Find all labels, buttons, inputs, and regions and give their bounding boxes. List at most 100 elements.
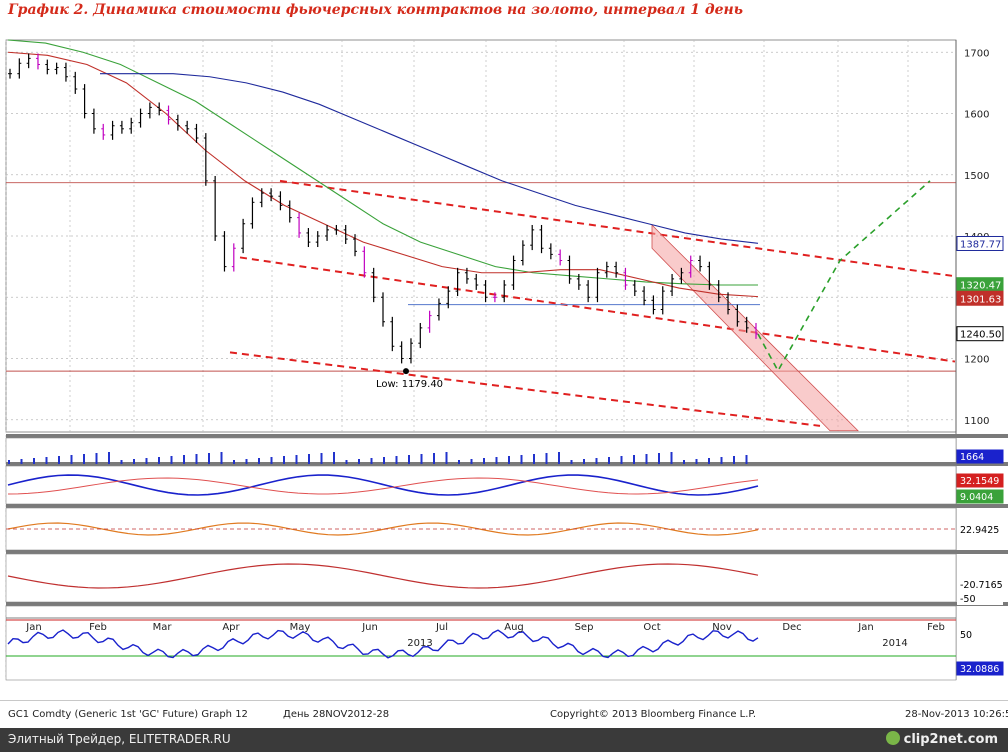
channel-line: [229, 351, 821, 427]
volume-bar: [508, 456, 510, 464]
volume-bar: [45, 457, 48, 464]
volume-bar: [283, 456, 285, 464]
footer-instrument: GC1 Comdty (Generic 1st 'GC' Future) Gra…: [8, 709, 248, 720]
chart-title: График 2. Динамика стоимости фьючерсных …: [8, 2, 743, 18]
volume-bar: [670, 452, 673, 464]
indicator-tag-value: 22.9425: [960, 525, 999, 536]
y-tick-label: 1500: [964, 171, 989, 182]
footer: GC1 Comdty (Generic 1st 'GC' Future) Gra…: [0, 700, 1008, 728]
price-tags: 1387.77 1320.47 1301.63 1240.50: [956, 235, 1004, 342]
volume-bar: [483, 458, 485, 464]
volume-bar: [245, 459, 248, 464]
indicator-tag-value: -20.7165: [960, 580, 1003, 591]
price-tag-box: [956, 326, 1004, 342]
site-label: Элитный Трейдер, ELITETRADER.RU: [8, 732, 231, 746]
indicator-tag-value: 32.1549: [960, 476, 999, 487]
volume-bar: [295, 455, 298, 464]
horizontal-grid: [6, 51, 956, 421]
price-tag-value: 1387.77: [960, 239, 1001, 250]
volume-bar: [683, 460, 685, 464]
vertical-grid: [5, 40, 909, 680]
volume-bar: [695, 459, 698, 464]
volume-bar: [33, 458, 35, 464]
y-tick-label: 1100: [964, 416, 989, 427]
volume-bar: [270, 457, 273, 464]
volume-bar: [745, 455, 748, 464]
price-tag-value: 1240.50: [960, 330, 1001, 341]
panel-separator: [6, 434, 1008, 438]
moving-average-line: [100, 73, 759, 244]
volume-bar: [645, 454, 648, 464]
x-tick-label: Jul: [435, 622, 448, 633]
volume-bar: [220, 452, 223, 464]
volume-bar: [95, 453, 98, 464]
indicator-panel: [5, 465, 957, 505]
indicator-tag-value: 50: [960, 630, 972, 641]
volume-bar: [145, 458, 148, 464]
down-channel: [651, 223, 859, 432]
price-tag-box: [956, 290, 1004, 306]
year-label: 2014: [882, 638, 907, 649]
volume-bar: [195, 454, 198, 464]
indicator-panel: [5, 553, 957, 603]
indicator-tag-box: [956, 661, 1004, 676]
volume-bar: [620, 456, 623, 464]
volume-bar: [20, 459, 23, 464]
x-tick-label: Jan: [25, 622, 41, 633]
volume-bar: [445, 452, 448, 464]
volume-bar: [595, 458, 598, 464]
time-axis: Jan Feb Mar Apr May Jun Jul Aug Sep Oct Nov Dec Jan F…: [6, 617, 956, 649]
indicator-tag-box: [957, 578, 1003, 591]
price-tag-box: [956, 235, 1004, 251]
footer-date: 28-Nov-2013 10:26:59: [905, 709, 1008, 720]
indicator-tag-box: [956, 473, 1004, 488]
volume-bar: [383, 457, 385, 464]
volume-bar: [158, 457, 160, 464]
moving-averages: [7, 39, 759, 298]
x-tick-label: Sep: [575, 622, 594, 633]
trend-channel: [229, 179, 956, 432]
volume-bar: [170, 456, 173, 464]
y-tick-label: 1700: [964, 48, 989, 59]
volume-bar: [308, 454, 310, 464]
volume-bar: [83, 454, 85, 464]
panel-separator: [6, 550, 1008, 554]
osc1-line: [7, 474, 759, 496]
x-tick-label: Mar: [153, 622, 173, 633]
x-tick-label: Nov: [712, 622, 732, 633]
volume-bar: [458, 460, 460, 464]
price-bars: [8, 53, 758, 375]
volume-bar: [183, 455, 185, 464]
y-tick-label: 1600: [964, 110, 989, 121]
volume-bar: [570, 460, 573, 464]
volume-bar: [8, 460, 10, 464]
volume-bar: [558, 452, 560, 464]
panel-separator: [6, 462, 1008, 466]
indicator-tag-value: 32.0886: [960, 664, 999, 675]
volume-bar: [495, 457, 498, 464]
volume-bar: [533, 454, 535, 464]
indicator-tag-box: [956, 489, 1004, 504]
volume-bar: [58, 456, 60, 464]
gold-futures-chart: 1100120013001400150016001700 1387.771320…: [5, 39, 1008, 681]
volume-bar: [520, 455, 523, 464]
volume-bar: [733, 456, 735, 464]
volume-bar: [708, 458, 710, 464]
x-tick-label: Feb: [927, 622, 945, 633]
volume-bar: [395, 456, 398, 464]
indicator-panel: [5, 437, 957, 465]
volume-bar: [545, 453, 548, 464]
indicator-tag-box: [957, 592, 1003, 605]
indicator-tag-box: [957, 523, 1003, 536]
volume-bar: [333, 452, 335, 464]
x-tick-label: Apr: [222, 622, 240, 633]
low-label: Low: 1179.40: [376, 379, 443, 390]
x-tick-label: Dec: [782, 622, 801, 633]
moving-average-line: [7, 51, 759, 298]
indicator-tag-box: [956, 449, 1004, 464]
x-tick-label: May: [290, 622, 311, 633]
volume-bar: [208, 453, 210, 464]
volume-bar: [470, 459, 473, 464]
volume-bar: [233, 460, 235, 464]
footer-copyright: Copyright© 2013 Bloomberg Finance L.P.: [550, 709, 757, 720]
